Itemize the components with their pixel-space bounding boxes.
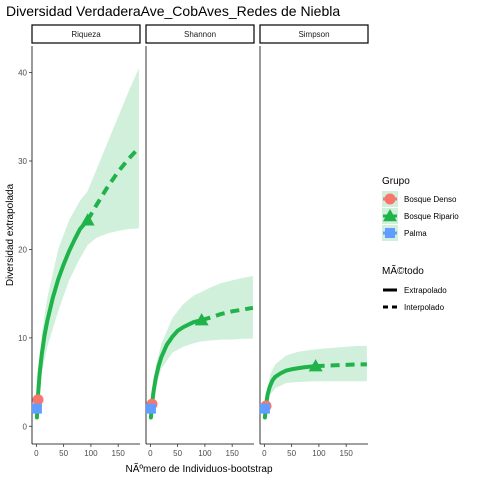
observed-point [31, 403, 42, 414]
y-tick-label: 10 [18, 334, 27, 343]
x-tick-label: 100 [84, 449, 98, 458]
interpolated-line [148, 318, 204, 420]
interpolated-line [262, 364, 318, 420]
legend-item-bosque-denso: Bosque Denso [382, 191, 457, 207]
observed-point [308, 359, 323, 372]
legend-key-shape [385, 228, 395, 238]
legend-item-palma: Palma [382, 225, 427, 241]
strip-riqueza [31, 24, 141, 44]
x-tick-label: 150 [112, 449, 126, 458]
legend-label: Palma [404, 229, 427, 238]
legend-item-interpolado: Interpolado [383, 303, 445, 312]
series-bosque-ripario [148, 275, 254, 422]
panel-shannon: Shannon 0 50 100 150 [145, 24, 255, 458]
panel-simpson: Simpson 0 50 100 150 [259, 24, 369, 458]
y-tick-label: 30 [18, 157, 27, 166]
x-tick-label: 100 [312, 449, 326, 458]
x-tick-label: 0 [148, 449, 153, 458]
interpolated-line [34, 218, 90, 420]
x-tick-label: 0 [34, 449, 39, 458]
legend-method-title: MÃ©todo [382, 264, 424, 277]
x-tick-label: 50 [59, 449, 68, 458]
strip-label: Riqueza [71, 30, 101, 39]
confidence-ribbon [150, 275, 253, 422]
x-tick-label: 150 [226, 449, 240, 458]
series-palma [145, 403, 156, 414]
x-axis-title: NÃºmero de Individuos-bootstrap [125, 462, 272, 475]
legend-key-shape [383, 209, 397, 222]
facet-panels: Riqueza 0 50 100 150 0 10 20 30 40 Shannon 0 50 100 15… [18, 24, 369, 458]
series-bosque-denso [32, 394, 44, 406]
observed-point [80, 213, 95, 226]
extrapolated-line [85, 146, 141, 222]
legend-group-title: Grupo [382, 176, 410, 187]
series-bosque-ripario [34, 68, 141, 422]
x-tick-label: 150 [340, 449, 354, 458]
confidence-ribbon [264, 345, 367, 422]
extrapolated-line [315, 362, 367, 369]
observed-point [259, 403, 270, 414]
series-palma [259, 403, 270, 414]
strip-shannon [145, 24, 255, 44]
observed-point [32, 394, 44, 406]
x-tick-label: 100 [198, 449, 212, 458]
observed-point [145, 403, 156, 414]
strip-label: Shannon [184, 30, 216, 39]
legend: Grupo Bosque Denso Bosque Ripario Palma MÃ©t… [382, 176, 459, 312]
chart-title: Diversidad VerdaderaAve_CobAves_Redes de… [6, 3, 340, 19]
y-tick-label: 40 [18, 69, 27, 78]
legend-item-extrapolado: Extrapolado [383, 286, 447, 295]
x-tick-label: 50 [173, 449, 182, 458]
legend-label: Interpolado [404, 303, 445, 312]
confidence-ribbon [36, 68, 139, 422]
extrapolated-line [201, 305, 254, 323]
series-palma [31, 403, 42, 414]
x-tick-label: 50 [287, 449, 296, 458]
y-tick-label: 20 [18, 245, 27, 254]
strip-label: Simpson [298, 30, 329, 39]
strip-simpson [259, 24, 369, 44]
series-bosque-ripario [262, 345, 367, 422]
legend-label: Bosque Ripario [404, 212, 459, 221]
x-tick-label: 0 [262, 449, 267, 458]
legend-item-bosque-ripario: Bosque Ripario [382, 208, 459, 224]
legend-label: Bosque Denso [404, 195, 457, 204]
observed-point [194, 313, 209, 326]
panel-riqueza: Riqueza 0 50 100 150 0 10 20 30 40 [18, 24, 141, 458]
legend-key-shape [384, 193, 396, 205]
y-axis-title: Diversidad extrapolada [5, 183, 16, 286]
legend-label: Extrapolado [404, 286, 447, 295]
y-tick-label: 0 [23, 422, 28, 431]
